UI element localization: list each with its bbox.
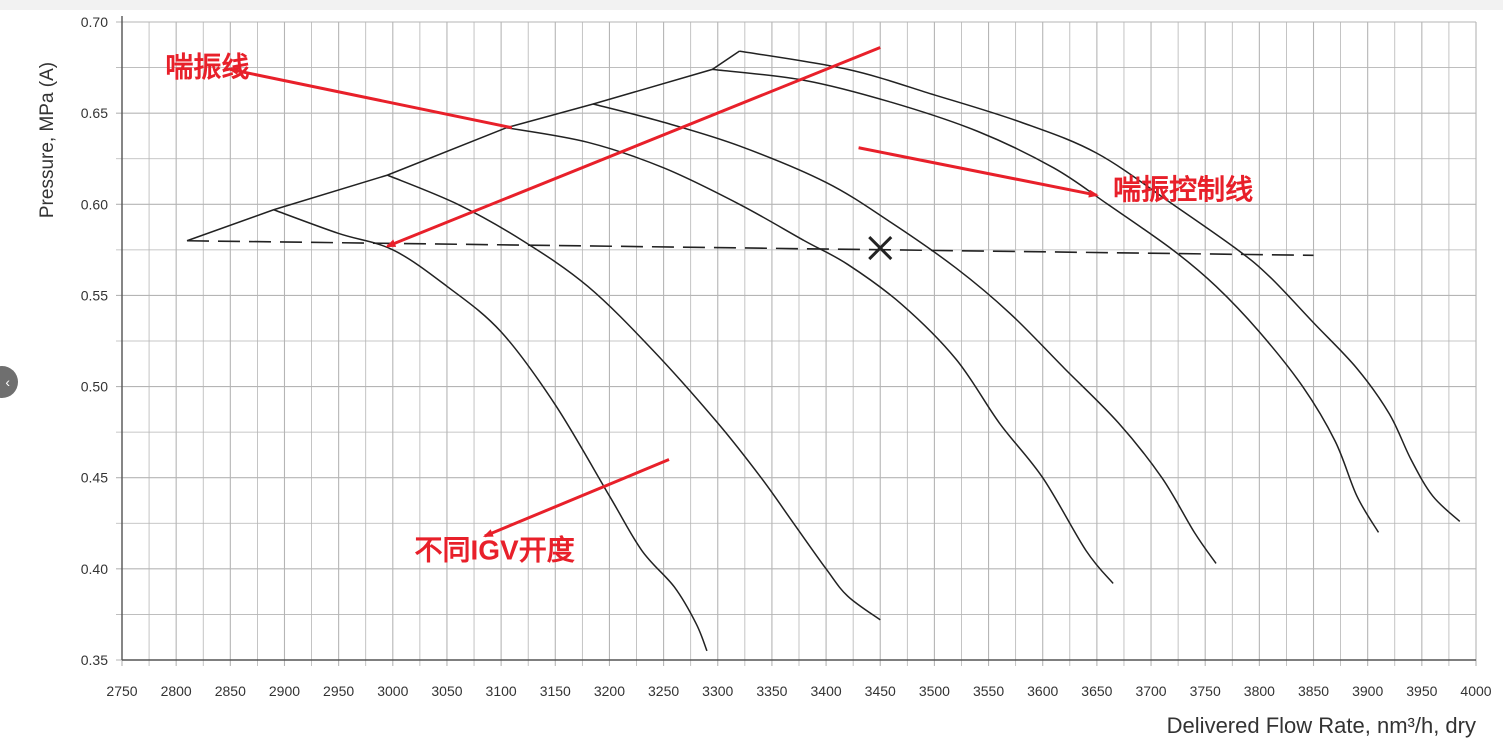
x-tick-label: 3800 xyxy=(1244,683,1275,699)
x-tick-label: 2900 xyxy=(269,683,300,699)
y-tick-label: 0.70 xyxy=(81,14,108,30)
y-tick-label: 0.35 xyxy=(81,652,108,668)
y-tick-label: 0.45 xyxy=(81,470,108,486)
control-label-arrow xyxy=(858,146,1099,198)
annotation-label-1: 喘振线 xyxy=(165,52,249,83)
top-strip xyxy=(0,0,1503,10)
x-tick-label: 2750 xyxy=(106,683,137,699)
y-tick-label: 0.60 xyxy=(81,196,108,212)
surge-line xyxy=(186,50,740,242)
x-tick-label: 2950 xyxy=(323,683,354,699)
igv-curves xyxy=(186,50,1461,652)
x-tick-label: 3700 xyxy=(1135,683,1166,699)
x-tick-label: 3050 xyxy=(431,683,462,699)
x-tick-label: 3950 xyxy=(1406,683,1437,699)
x-tick-label: 3400 xyxy=(811,683,842,699)
x-tick-label: 4000 xyxy=(1460,683,1491,699)
y-tick-label: 0.50 xyxy=(81,379,108,395)
igv-curve-4 xyxy=(593,103,1217,564)
x-tick-label: 3150 xyxy=(540,683,571,699)
x-tick-label: 3250 xyxy=(648,683,679,699)
x-tick-label: 2850 xyxy=(215,683,246,699)
y-axis-label: Pressure, MPa (A) xyxy=(37,62,58,218)
x-tick-label: 3200 xyxy=(594,683,625,699)
igv-curve-3 xyxy=(506,126,1114,584)
tick-labels: 2750 2800 2850 2900 2950 3000 3050 3100 3150 3200… xyxy=(81,14,1492,699)
x-tick-label: 3000 xyxy=(377,683,408,699)
igv-curve-5 xyxy=(712,68,1380,533)
y-tick-label: 0.65 xyxy=(81,105,108,121)
x-tick-label: 3600 xyxy=(1027,683,1058,699)
axes xyxy=(121,16,1476,661)
x-tick-label: 3650 xyxy=(1081,683,1112,699)
surge-line-arrow xyxy=(228,67,513,130)
x-tick-label: 3500 xyxy=(919,683,950,699)
x-tick-label: 3750 xyxy=(1190,683,1221,699)
y-tick-label: 0.40 xyxy=(81,561,108,577)
y-tick-label: 0.55 xyxy=(81,287,108,303)
x-axis-label: Delivered Flow Rate, nm³/h, dry xyxy=(1167,713,1476,738)
surge-control-line xyxy=(186,239,1314,257)
grid xyxy=(116,21,1477,666)
x-tick-label: 3450 xyxy=(865,683,896,699)
previous-image-button[interactable]: ‹ xyxy=(0,366,18,398)
x-tick-label: 3850 xyxy=(1298,683,1329,699)
igv-curve-1 xyxy=(273,209,708,652)
igv-label-arrow xyxy=(483,458,670,538)
igv-curve-2 xyxy=(387,174,881,621)
chevron-left-icon: ‹ xyxy=(5,374,10,390)
operating-point-marker xyxy=(868,235,893,261)
x-tick-label: 3550 xyxy=(973,683,1004,699)
x-tick-label: 3900 xyxy=(1352,683,1383,699)
x-tick-label: 3100 xyxy=(486,683,517,699)
x-tick-label: 3350 xyxy=(756,683,787,699)
annotation-label-2: 喘振控制线 xyxy=(1113,174,1253,205)
igv-curve-6 xyxy=(739,50,1461,523)
x-tick-label: 3300 xyxy=(702,683,733,699)
x-tick-label: 2800 xyxy=(161,683,192,699)
control-line-arrow xyxy=(385,46,881,248)
annotation-label-3: 不同IGV开度 xyxy=(414,535,574,566)
